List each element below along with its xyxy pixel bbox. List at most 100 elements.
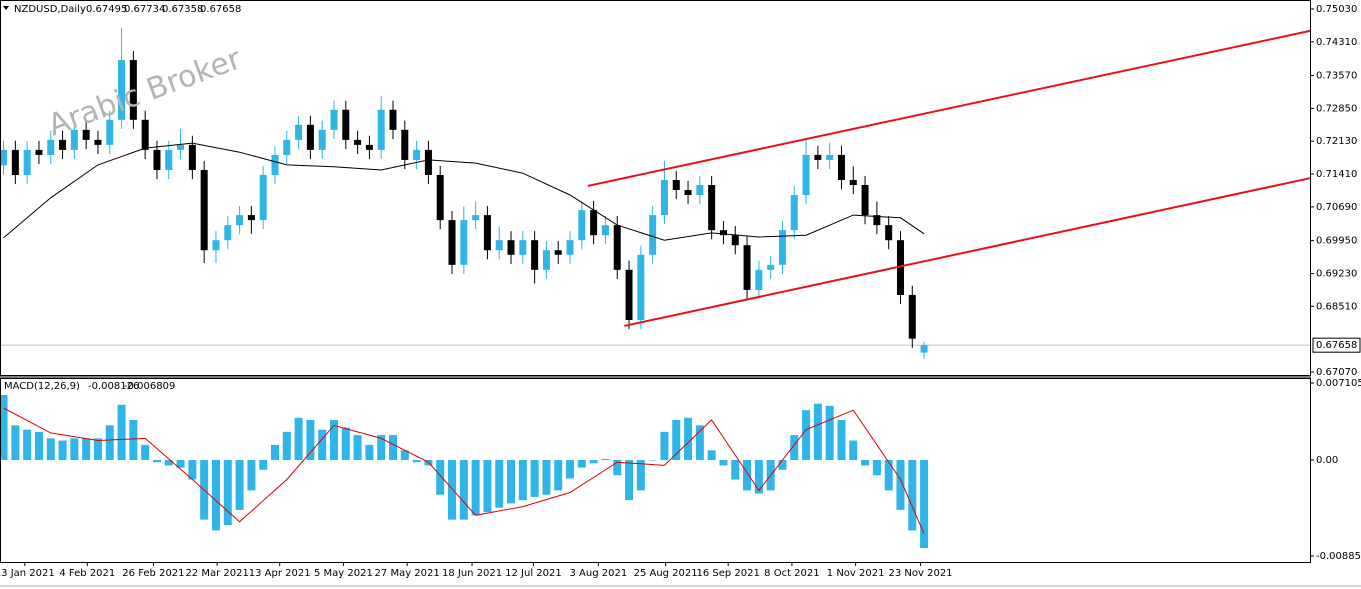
candle-body: [212, 240, 220, 251]
candle-body: [342, 109, 350, 140]
macd-bar: [719, 460, 728, 466]
price-tag: [1312, 337, 1361, 353]
candle-body: [188, 144, 196, 170]
candle-body: [283, 139, 291, 155]
macd-bar: [566, 460, 575, 479]
macd-bar: [695, 425, 704, 461]
macd-bar: [908, 460, 917, 531]
macd-bar: [577, 460, 586, 468]
candle-body: [318, 129, 326, 150]
candle-body: [82, 129, 90, 140]
x-tick-label: 3 Aug 2021: [569, 568, 627, 579]
macd-bar: [660, 431, 669, 461]
macd-bar: [294, 417, 303, 461]
macd-bar: [849, 440, 858, 461]
macd-bar: [247, 460, 256, 491]
macd-bar: [117, 404, 126, 461]
candle-body: [790, 195, 798, 231]
y-tick-label: 0.75030: [1316, 4, 1357, 15]
signal-line: [3, 407, 925, 534]
macd-bar: [365, 444, 374, 461]
macd-bar: [129, 419, 138, 461]
candle-body: [306, 124, 314, 150]
x-tick-label: 8 Oct 2021: [764, 568, 819, 579]
macd-bar: [0, 395, 8, 461]
macd-bar: [377, 435, 386, 461]
x-tick-label: 13 Apr 2021: [249, 568, 311, 579]
macd-bar: [790, 435, 799, 461]
candle-body: [413, 149, 421, 160]
candle-body: [200, 169, 208, 251]
x-tick-label: 16 Sep 2021: [696, 568, 759, 579]
macd-bar: [23, 429, 32, 461]
candle-body: [224, 225, 232, 241]
candle-body: [247, 215, 255, 221]
candle-body: [542, 250, 550, 270]
macd-bar: [448, 460, 457, 520]
macd-bar: [613, 460, 622, 476]
macd-bar: [872, 460, 881, 476]
candle-body: [920, 345, 928, 353]
macd-bar: [861, 460, 870, 466]
candle-body: [767, 264, 775, 270]
y-tick-label: 0.69230: [1316, 268, 1357, 279]
high-value: 0.67734: [124, 4, 165, 15]
candle-body: [259, 174, 267, 221]
x-tick-label: 18 Jun 2021: [442, 568, 502, 579]
y-tick-label: 0.68510: [1316, 301, 1357, 312]
macd-bar: [507, 460, 516, 504]
macd-bar: [58, 440, 67, 461]
macd-bar: [400, 450, 409, 461]
macd-bar: [813, 403, 822, 461]
macd-bar: [93, 438, 102, 461]
macd-bar: [353, 435, 362, 461]
candle-body: [118, 60, 126, 120]
macd-bar: [589, 460, 598, 464]
macd-bar: [518, 460, 527, 501]
candle-body: [507, 240, 515, 255]
menu-arrow[interactable]: [3, 6, 9, 10]
macd-bar: [554, 460, 563, 491]
macd-bar: [389, 435, 397, 461]
macd-bar: [920, 460, 929, 549]
macd-bar: [141, 444, 150, 461]
candle-body: [613, 225, 621, 270]
y-tick-label: 0.67070: [1316, 367, 1357, 378]
macd-bar: [625, 460, 634, 501]
macd-pane: [0, 395, 929, 549]
candle-body: [649, 215, 657, 255]
macd-bar: [105, 425, 114, 461]
low-value: 0.67358: [162, 4, 203, 15]
candle-body: [826, 154, 834, 160]
y-tick-label: 0.70690: [1316, 202, 1357, 213]
candle-body: [861, 185, 869, 216]
macd-bar: [164, 460, 173, 466]
candle-body: [873, 215, 881, 226]
macd-bar: [70, 438, 79, 461]
macd-bar: [11, 425, 20, 461]
candle-body: [719, 230, 727, 236]
candle-body: [896, 240, 904, 295]
price-frame: [0, 0, 1311, 376]
y-tick-label: 0.00: [1316, 455, 1338, 466]
macd-bar: [672, 419, 681, 461]
macd-bar: [483, 460, 492, 513]
y-tick-label: 0.73570: [1316, 71, 1357, 82]
candle-body: [495, 240, 503, 251]
candle-body: [849, 179, 857, 186]
candle-body: [0, 149, 8, 166]
macd-bar: [82, 438, 91, 461]
x-tick-label: 26 Feb 2021: [122, 568, 184, 579]
moving-average: [3, 142, 925, 241]
trendline: [587, 29, 1311, 187]
macd-bar: [282, 431, 291, 461]
macd-bar: [459, 460, 468, 520]
candle-body: [70, 129, 78, 150]
candle-body: [389, 109, 397, 130]
candle-body: [908, 294, 916, 339]
macd-bar: [896, 460, 905, 510]
candle-body: [11, 149, 19, 175]
candle-body: [295, 124, 303, 140]
candle-body: [755, 269, 763, 290]
macd-title: MACD(12,26,9): [4, 381, 80, 392]
